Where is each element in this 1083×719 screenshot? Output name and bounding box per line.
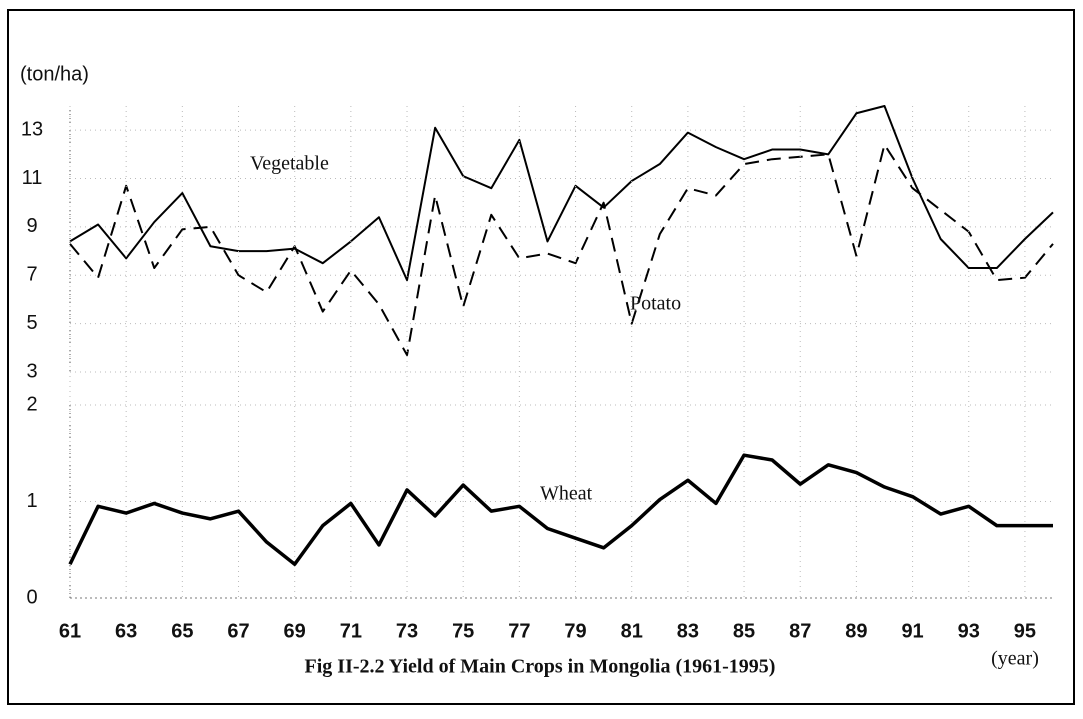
x-tick-label: 61 (59, 620, 81, 642)
x-tick-label: 91 (901, 620, 923, 642)
x-tick-label: 63 (115, 620, 137, 642)
x-tick-label: 71 (340, 620, 362, 642)
y-tick-label: 7 (26, 264, 37, 286)
y-tick-label: 9 (26, 215, 37, 237)
x-tick-label: 67 (227, 620, 249, 642)
x-tick-label: 75 (452, 620, 474, 642)
y-axis-label: (ton/ha) (20, 63, 89, 85)
chart-title: Fig II-2.2 Yield of Main Crops in Mongol… (305, 656, 776, 678)
x-tick-label: 69 (284, 620, 306, 642)
x-tick-label: 87 (789, 620, 811, 642)
x-tick-label: 77 (508, 620, 530, 642)
series-label: Potato (630, 293, 681, 315)
data-line (68, 453, 1053, 566)
y-tick-label: 1 (26, 490, 37, 512)
data-line (69, 143, 1054, 357)
data-line (69, 105, 1054, 282)
y-tick-label: 3 (26, 360, 37, 382)
series-label: Vegetable (250, 153, 329, 175)
x-tick-label: 89 (845, 620, 867, 642)
series-label: Wheat (540, 483, 593, 505)
y-tick-label: 11 (22, 167, 43, 189)
x-tick-label: 93 (958, 620, 980, 642)
frame (7, 9, 1075, 705)
x-tick-label: 81 (621, 620, 643, 642)
x-tick-label: 85 (733, 620, 755, 642)
y-tick-label: 2 (26, 393, 37, 415)
y-tick-label: 5 (26, 312, 37, 334)
x-tick-label: 83 (677, 620, 699, 642)
y-tick-label: 0 (26, 586, 37, 608)
x-tick-label: 73 (396, 620, 418, 642)
x-axis-label: (year) (991, 648, 1039, 670)
y-tick-label: 13 (21, 118, 43, 140)
x-tick-label: 65 (171, 620, 193, 642)
x-tick-label: 95 (1014, 620, 1036, 642)
x-tick-label: 79 (564, 620, 586, 642)
